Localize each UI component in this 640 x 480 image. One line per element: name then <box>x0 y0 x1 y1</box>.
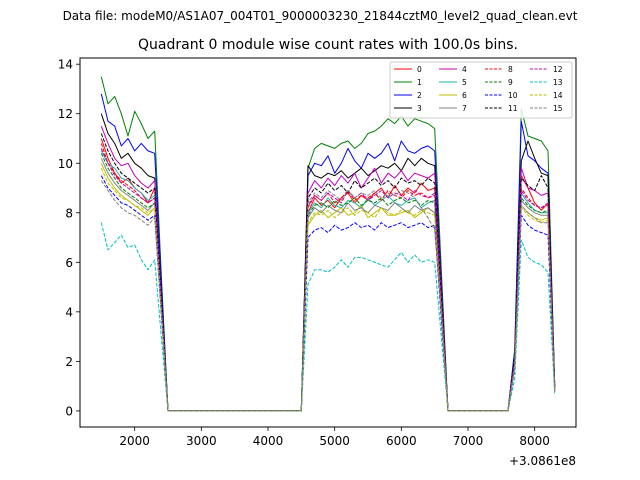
legend-label-9: 9 <box>508 78 513 87</box>
legend-label-0: 0 <box>417 65 422 74</box>
legend-label-1: 1 <box>417 78 422 87</box>
legend-label-12: 12 <box>553 65 563 74</box>
x-offset-label: +3.0861e8 <box>509 454 576 468</box>
x-tick-label: 3000 <box>186 434 217 448</box>
y-tick-label: 8 <box>65 206 73 220</box>
axes-frame <box>79 57 577 428</box>
legend-label-3: 3 <box>417 104 422 113</box>
legend-label-7: 7 <box>462 104 467 113</box>
suptitle: Data file: modeM0/AS1A07_004T01_90000032… <box>63 9 578 23</box>
series-15-line <box>100 180 556 412</box>
legend-label-2: 2 <box>417 91 422 100</box>
y-tick-label: 2 <box>65 355 73 369</box>
legend-label-15: 15 <box>553 104 563 113</box>
legend-label-14: 14 <box>553 91 563 100</box>
legend-label-4: 4 <box>462 65 467 74</box>
plot-lines <box>100 76 556 412</box>
legend-label-13: 13 <box>553 78 563 87</box>
legend-label-5: 5 <box>462 78 467 87</box>
x-tick-label: 2000 <box>119 434 150 448</box>
x-tick-label: 6000 <box>386 434 417 448</box>
y-tick-label: 6 <box>65 256 73 270</box>
x-tick-label: 5000 <box>319 434 350 448</box>
y-tick-label: 12 <box>58 107 73 121</box>
y-tick-label: 0 <box>65 404 73 418</box>
x-tick-label: 7000 <box>453 434 484 448</box>
legend-label-6: 6 <box>462 91 467 100</box>
chart-title: Quadrant 0 module wise count rates with … <box>138 37 518 53</box>
y-tick-label: 4 <box>65 305 73 319</box>
x-tick-label: 8000 <box>519 434 550 448</box>
legend-label-8: 8 <box>508 65 513 74</box>
x-axis-ticks: 2000 3000 4000 5000 6000 7000 8000 <box>119 427 550 448</box>
y-tick-label: 14 <box>58 58 73 72</box>
x-tick-label: 4000 <box>253 434 284 448</box>
y-axis-ticks: 0 2 4 6 8 10 12 14 <box>58 58 80 418</box>
y-tick-label: 10 <box>58 157 73 171</box>
legend-label-10: 10 <box>508 91 518 100</box>
legend-box <box>389 61 573 119</box>
legend-label-11: 11 <box>508 104 518 113</box>
